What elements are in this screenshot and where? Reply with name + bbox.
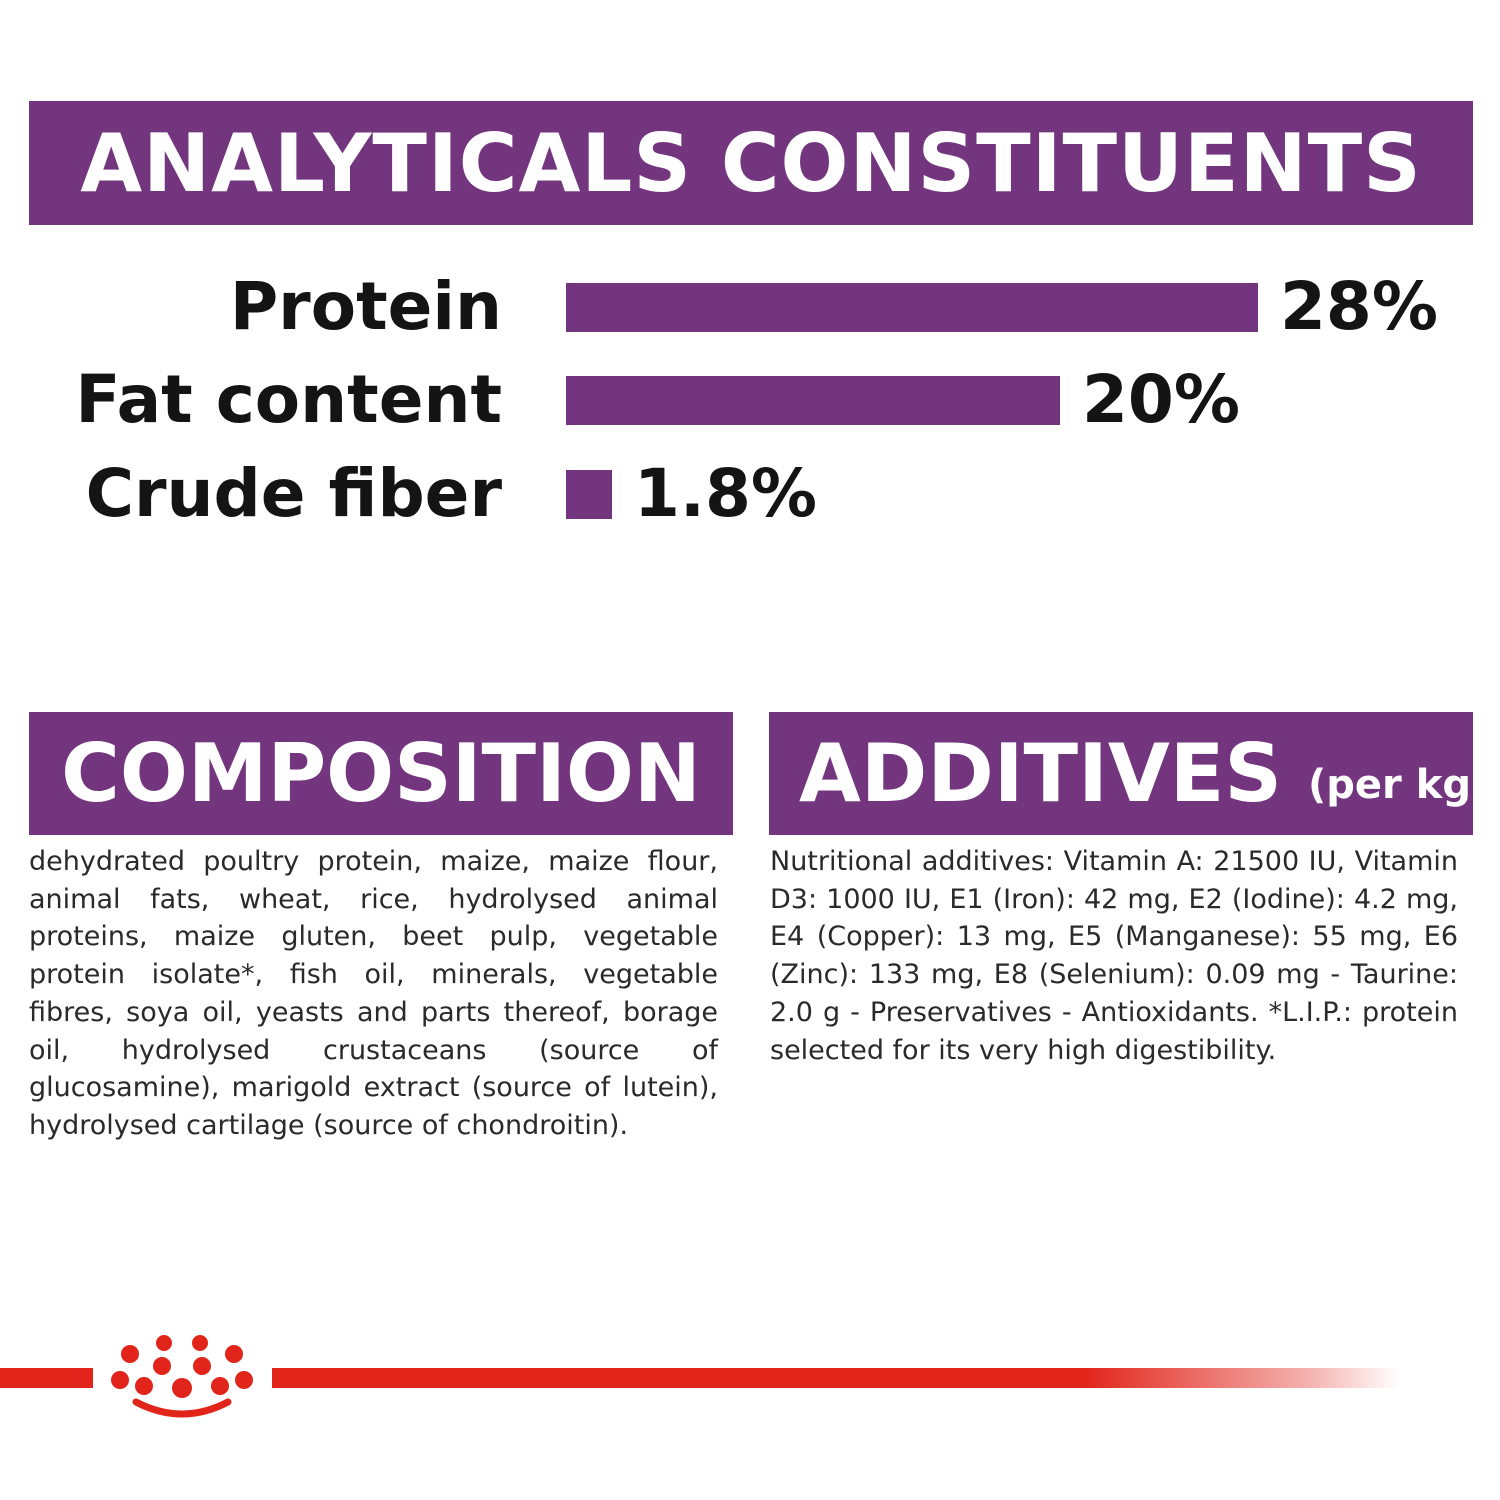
additives-unit: (per kg) (1308, 761, 1490, 808)
analytical-constituents-banner: ANALYTICALS CONSTITUENTS (29, 101, 1473, 225)
brand-stripe-left (0, 1368, 93, 1388)
composition-title: COMPOSITION (61, 727, 701, 820)
bar-crude-fiber (566, 470, 612, 519)
row-label-protein: Protein (229, 268, 502, 345)
value-protein: 28% (1280, 268, 1438, 345)
composition-text: dehydrated poultry protein, maize, maize… (29, 846, 718, 1141)
bar-fat-content (566, 376, 1060, 425)
row-label-fat-content: Fat content (75, 361, 502, 438)
crown-logo-icon (111, 1335, 253, 1418)
row-label-crude-fiber: Crude fiber (85, 455, 502, 532)
brand-stripe-right (272, 1368, 1400, 1388)
additives-title: ADDITIVES (799, 727, 1283, 820)
additives-text: Nutritional additives: Vitamin A: 21500 … (770, 846, 1458, 1066)
value-crude-fiber: 1.8% (634, 455, 818, 532)
value-fat-content: 20% (1082, 361, 1240, 438)
bar-protein (566, 283, 1258, 332)
additives-banner: ADDITIVES (per kg) (769, 712, 1489, 835)
composition-banner: COMPOSITION (29, 712, 733, 835)
analytical-constituents-title: ANALYTICALS CONSTITUENTS (80, 116, 1422, 210)
